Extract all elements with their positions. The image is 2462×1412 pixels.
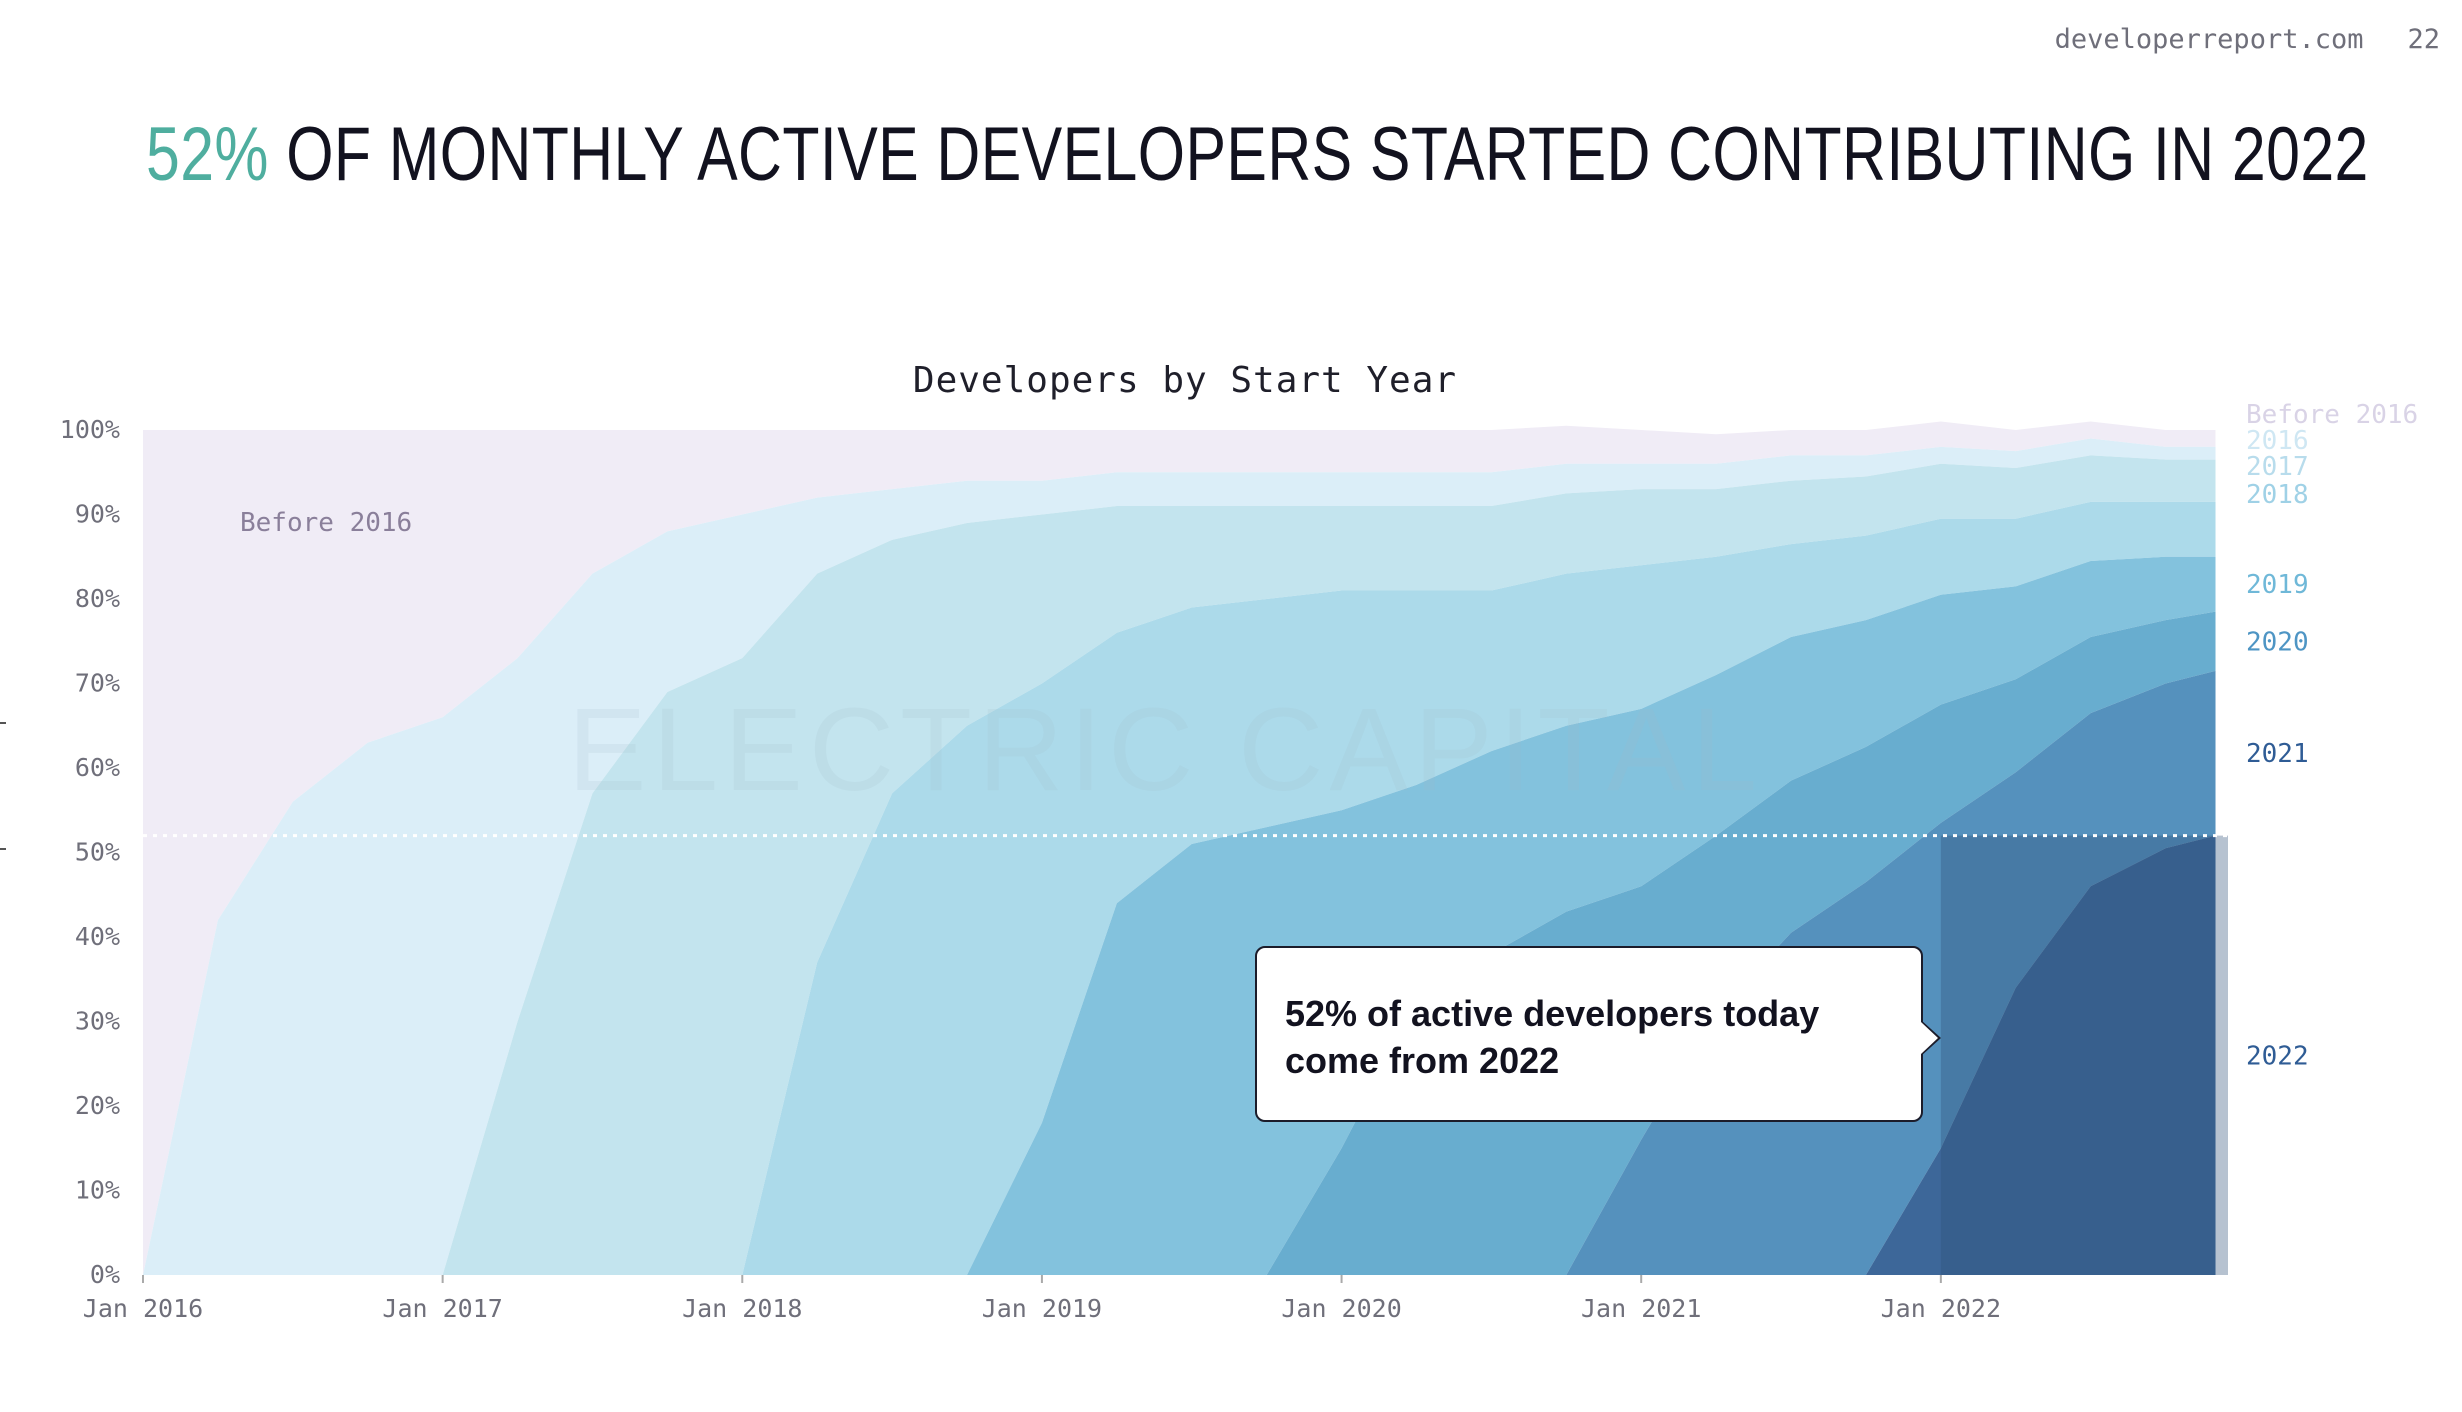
x-tick-label: Jan 2018 — [682, 1294, 802, 1323]
area-series-2018 — [143, 501, 2216, 1275]
callout-line-2: come from 2022 — [1285, 1040, 1560, 1081]
x-tick-label: Jan 2021 — [1581, 1294, 1701, 1323]
site-url: developerreport.com — [2054, 24, 2364, 55]
legend-label-2016: 2016 — [2246, 426, 2309, 456]
x-tick-label: Jan 2016 — [83, 1294, 203, 1323]
page-header: developerreport.com 22 — [2055, 24, 2440, 55]
y-tick-label: 20% — [75, 1091, 120, 1120]
callout-pointer-fill — [1921, 1022, 1938, 1054]
x-axis-ticks: Jan 2016 Jan 2017 Jan 2018 Jan 2019 Jan 2020… — [83, 1275, 2001, 1323]
edge-mark — [0, 848, 6, 850]
highlight-region — [1940, 835, 2228, 1275]
plot-areas — [143, 421, 2216, 1276]
x-tick-label: Jan 2019 — [982, 1294, 1102, 1323]
y-tick-label: 10% — [75, 1176, 120, 1205]
y-tick-label: 90% — [75, 500, 120, 529]
y-tick-label: 50% — [75, 838, 120, 867]
area-series-2019 — [143, 556, 2216, 1275]
area-series-2021 — [143, 670, 2216, 1275]
title-accent-percent: 52% — [146, 112, 269, 197]
legend-label-2021: 2021 — [2246, 739, 2309, 769]
legend-label-2017: 2017 — [2246, 452, 2309, 482]
y-tick-label: 60% — [75, 753, 120, 782]
page-title: 52% OF MONTHLY ACTIVE DEVELOPERS STARTED… — [146, 108, 2369, 202]
y-tick-label: 30% — [75, 1007, 120, 1036]
x-tick-label: Jan 2022 — [1881, 1294, 2001, 1323]
y-tick-label: 70% — [75, 669, 120, 698]
y-tick-label: 80% — [75, 584, 120, 613]
callout-line-1: 52% of active developers today — [1285, 993, 1820, 1034]
y-tick-label: 40% — [75, 922, 120, 951]
y-tick-label: 100% — [60, 415, 120, 444]
title-text: OF MONTHLY ACTIVE DEVELOPERS STARTED CON… — [268, 112, 2369, 197]
legend-label-2018: 2018 — [2246, 480, 2309, 510]
legend-label-2020: 2020 — [2246, 627, 2309, 657]
legend-label-2019: 2019 — [2246, 570, 2309, 600]
x-tick-label: Jan 2017 — [382, 1294, 502, 1323]
watermark-text: ELECTRIC CAPITAL — [568, 684, 1763, 816]
inline-series-label: Before 2016 — [240, 508, 412, 538]
legend-label-before-2016: Before 2016 — [2246, 400, 2418, 430]
page-number: 22 — [2407, 24, 2440, 55]
edge-mark — [0, 722, 6, 724]
y-tick-label: 0% — [90, 1260, 120, 1289]
watermark: ELECTRIC CAPITAL — [568, 684, 1763, 816]
area-series-before-2016 — [143, 421, 2216, 1275]
area-series-2022 — [143, 835, 2216, 1275]
chart-title: Developers by Start Year — [912, 360, 1458, 401]
y-axis-ticks: 0% 10% 20% 30% 40% 50% 60% 70% 80% 90% 100% — [60, 415, 120, 1289]
legend-label-2022: 2022 — [2246, 1041, 2309, 1071]
x-tick-label: Jan 2020 — [1281, 1294, 1401, 1323]
highlight-box — [1940, 835, 2228, 1275]
legend: Before 20162022202120202019201820172016B… — [240, 400, 2418, 1071]
annotation-callout: 52% of active developers today come from… — [1255, 946, 1941, 1122]
area-series-2016 — [143, 438, 2216, 1275]
area-series-2017 — [143, 455, 2216, 1276]
